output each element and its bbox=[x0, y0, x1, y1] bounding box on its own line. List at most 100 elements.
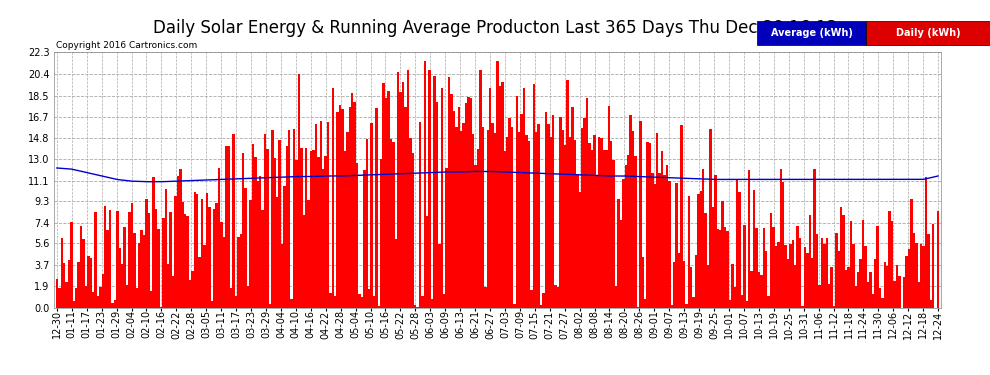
Bar bbox=[152, 177, 154, 308]
Bar bbox=[583, 118, 586, 308]
Bar bbox=[141, 230, 143, 308]
Bar bbox=[266, 149, 268, 308]
Bar bbox=[243, 153, 245, 308]
Bar bbox=[717, 229, 719, 308]
Bar bbox=[368, 289, 370, 308]
Bar bbox=[504, 151, 506, 308]
Text: Copyright 2016 Cartronics.com: Copyright 2016 Cartronics.com bbox=[56, 41, 198, 50]
Bar bbox=[325, 156, 327, 308]
Bar bbox=[404, 107, 407, 307]
Bar bbox=[782, 182, 784, 308]
Bar bbox=[390, 139, 392, 308]
Bar bbox=[857, 272, 859, 308]
Bar bbox=[107, 230, 109, 308]
Bar bbox=[712, 207, 714, 308]
Bar bbox=[409, 138, 412, 308]
Bar bbox=[496, 61, 499, 308]
Bar bbox=[276, 197, 278, 308]
Bar bbox=[556, 287, 559, 308]
Bar bbox=[80, 226, 82, 308]
Bar bbox=[881, 298, 884, 307]
Bar bbox=[330, 293, 332, 308]
Bar bbox=[450, 93, 452, 308]
Bar bbox=[70, 222, 72, 308]
Bar bbox=[648, 142, 651, 308]
Bar bbox=[603, 150, 605, 308]
Bar bbox=[801, 306, 804, 308]
Bar bbox=[665, 165, 668, 308]
Bar bbox=[194, 192, 196, 308]
Bar bbox=[886, 266, 888, 308]
Bar bbox=[455, 127, 457, 308]
Bar bbox=[94, 212, 97, 308]
Bar bbox=[370, 123, 373, 308]
Bar bbox=[707, 265, 709, 308]
Bar bbox=[196, 195, 198, 308]
Bar bbox=[884, 262, 886, 308]
Bar bbox=[644, 300, 646, 307]
Bar bbox=[896, 265, 898, 308]
Bar bbox=[143, 236, 146, 308]
Bar bbox=[581, 128, 583, 308]
Bar bbox=[709, 129, 712, 308]
Bar bbox=[346, 132, 348, 308]
Bar bbox=[794, 265, 797, 308]
Bar bbox=[218, 168, 221, 308]
Bar bbox=[531, 290, 533, 308]
Bar bbox=[172, 276, 174, 308]
Bar bbox=[268, 304, 271, 307]
Bar bbox=[429, 70, 431, 308]
Bar bbox=[923, 246, 925, 308]
Bar bbox=[722, 201, 724, 308]
Bar bbox=[772, 227, 774, 308]
Bar bbox=[821, 238, 823, 308]
Bar bbox=[342, 109, 344, 308]
Bar bbox=[571, 107, 574, 307]
Bar bbox=[174, 196, 176, 308]
Bar bbox=[305, 148, 308, 308]
Bar bbox=[479, 70, 482, 308]
Bar bbox=[491, 123, 494, 308]
Bar bbox=[610, 141, 613, 308]
Bar bbox=[419, 122, 421, 308]
Bar bbox=[87, 256, 89, 307]
Bar bbox=[574, 140, 576, 308]
Bar bbox=[862, 220, 864, 308]
Bar bbox=[748, 170, 750, 308]
Bar bbox=[549, 138, 552, 308]
Bar bbox=[642, 257, 644, 307]
Bar bbox=[600, 138, 603, 308]
Bar bbox=[447, 76, 450, 308]
Bar bbox=[499, 86, 501, 308]
Bar bbox=[293, 129, 295, 308]
Bar bbox=[310, 151, 312, 308]
Bar bbox=[893, 280, 896, 308]
Bar bbox=[159, 307, 162, 308]
Bar bbox=[339, 105, 342, 308]
Bar bbox=[426, 216, 429, 308]
Bar bbox=[375, 108, 377, 307]
Bar bbox=[146, 199, 148, 308]
Bar bbox=[211, 301, 213, 307]
Bar bbox=[402, 82, 404, 308]
Bar bbox=[111, 303, 114, 307]
Bar bbox=[908, 249, 910, 308]
Bar bbox=[605, 150, 608, 308]
Bar bbox=[925, 177, 928, 308]
Bar bbox=[467, 97, 469, 308]
Bar bbox=[658, 173, 661, 308]
Bar bbox=[460, 131, 462, 308]
Bar bbox=[63, 263, 65, 308]
Bar bbox=[203, 245, 206, 308]
Bar bbox=[208, 207, 211, 308]
Bar bbox=[627, 154, 630, 308]
Bar bbox=[797, 225, 799, 308]
Text: Daily (kWh): Daily (kWh) bbox=[896, 28, 960, 38]
Bar bbox=[533, 84, 535, 308]
Bar bbox=[439, 244, 441, 308]
Text: Daily Solar Energy & Running Average Producton Last 365 Days Thu Dec 29 16:13: Daily Solar Energy & Running Average Pro… bbox=[152, 19, 838, 37]
Bar bbox=[162, 217, 164, 308]
Bar bbox=[181, 202, 184, 308]
Bar bbox=[523, 88, 526, 308]
Bar bbox=[348, 107, 351, 308]
